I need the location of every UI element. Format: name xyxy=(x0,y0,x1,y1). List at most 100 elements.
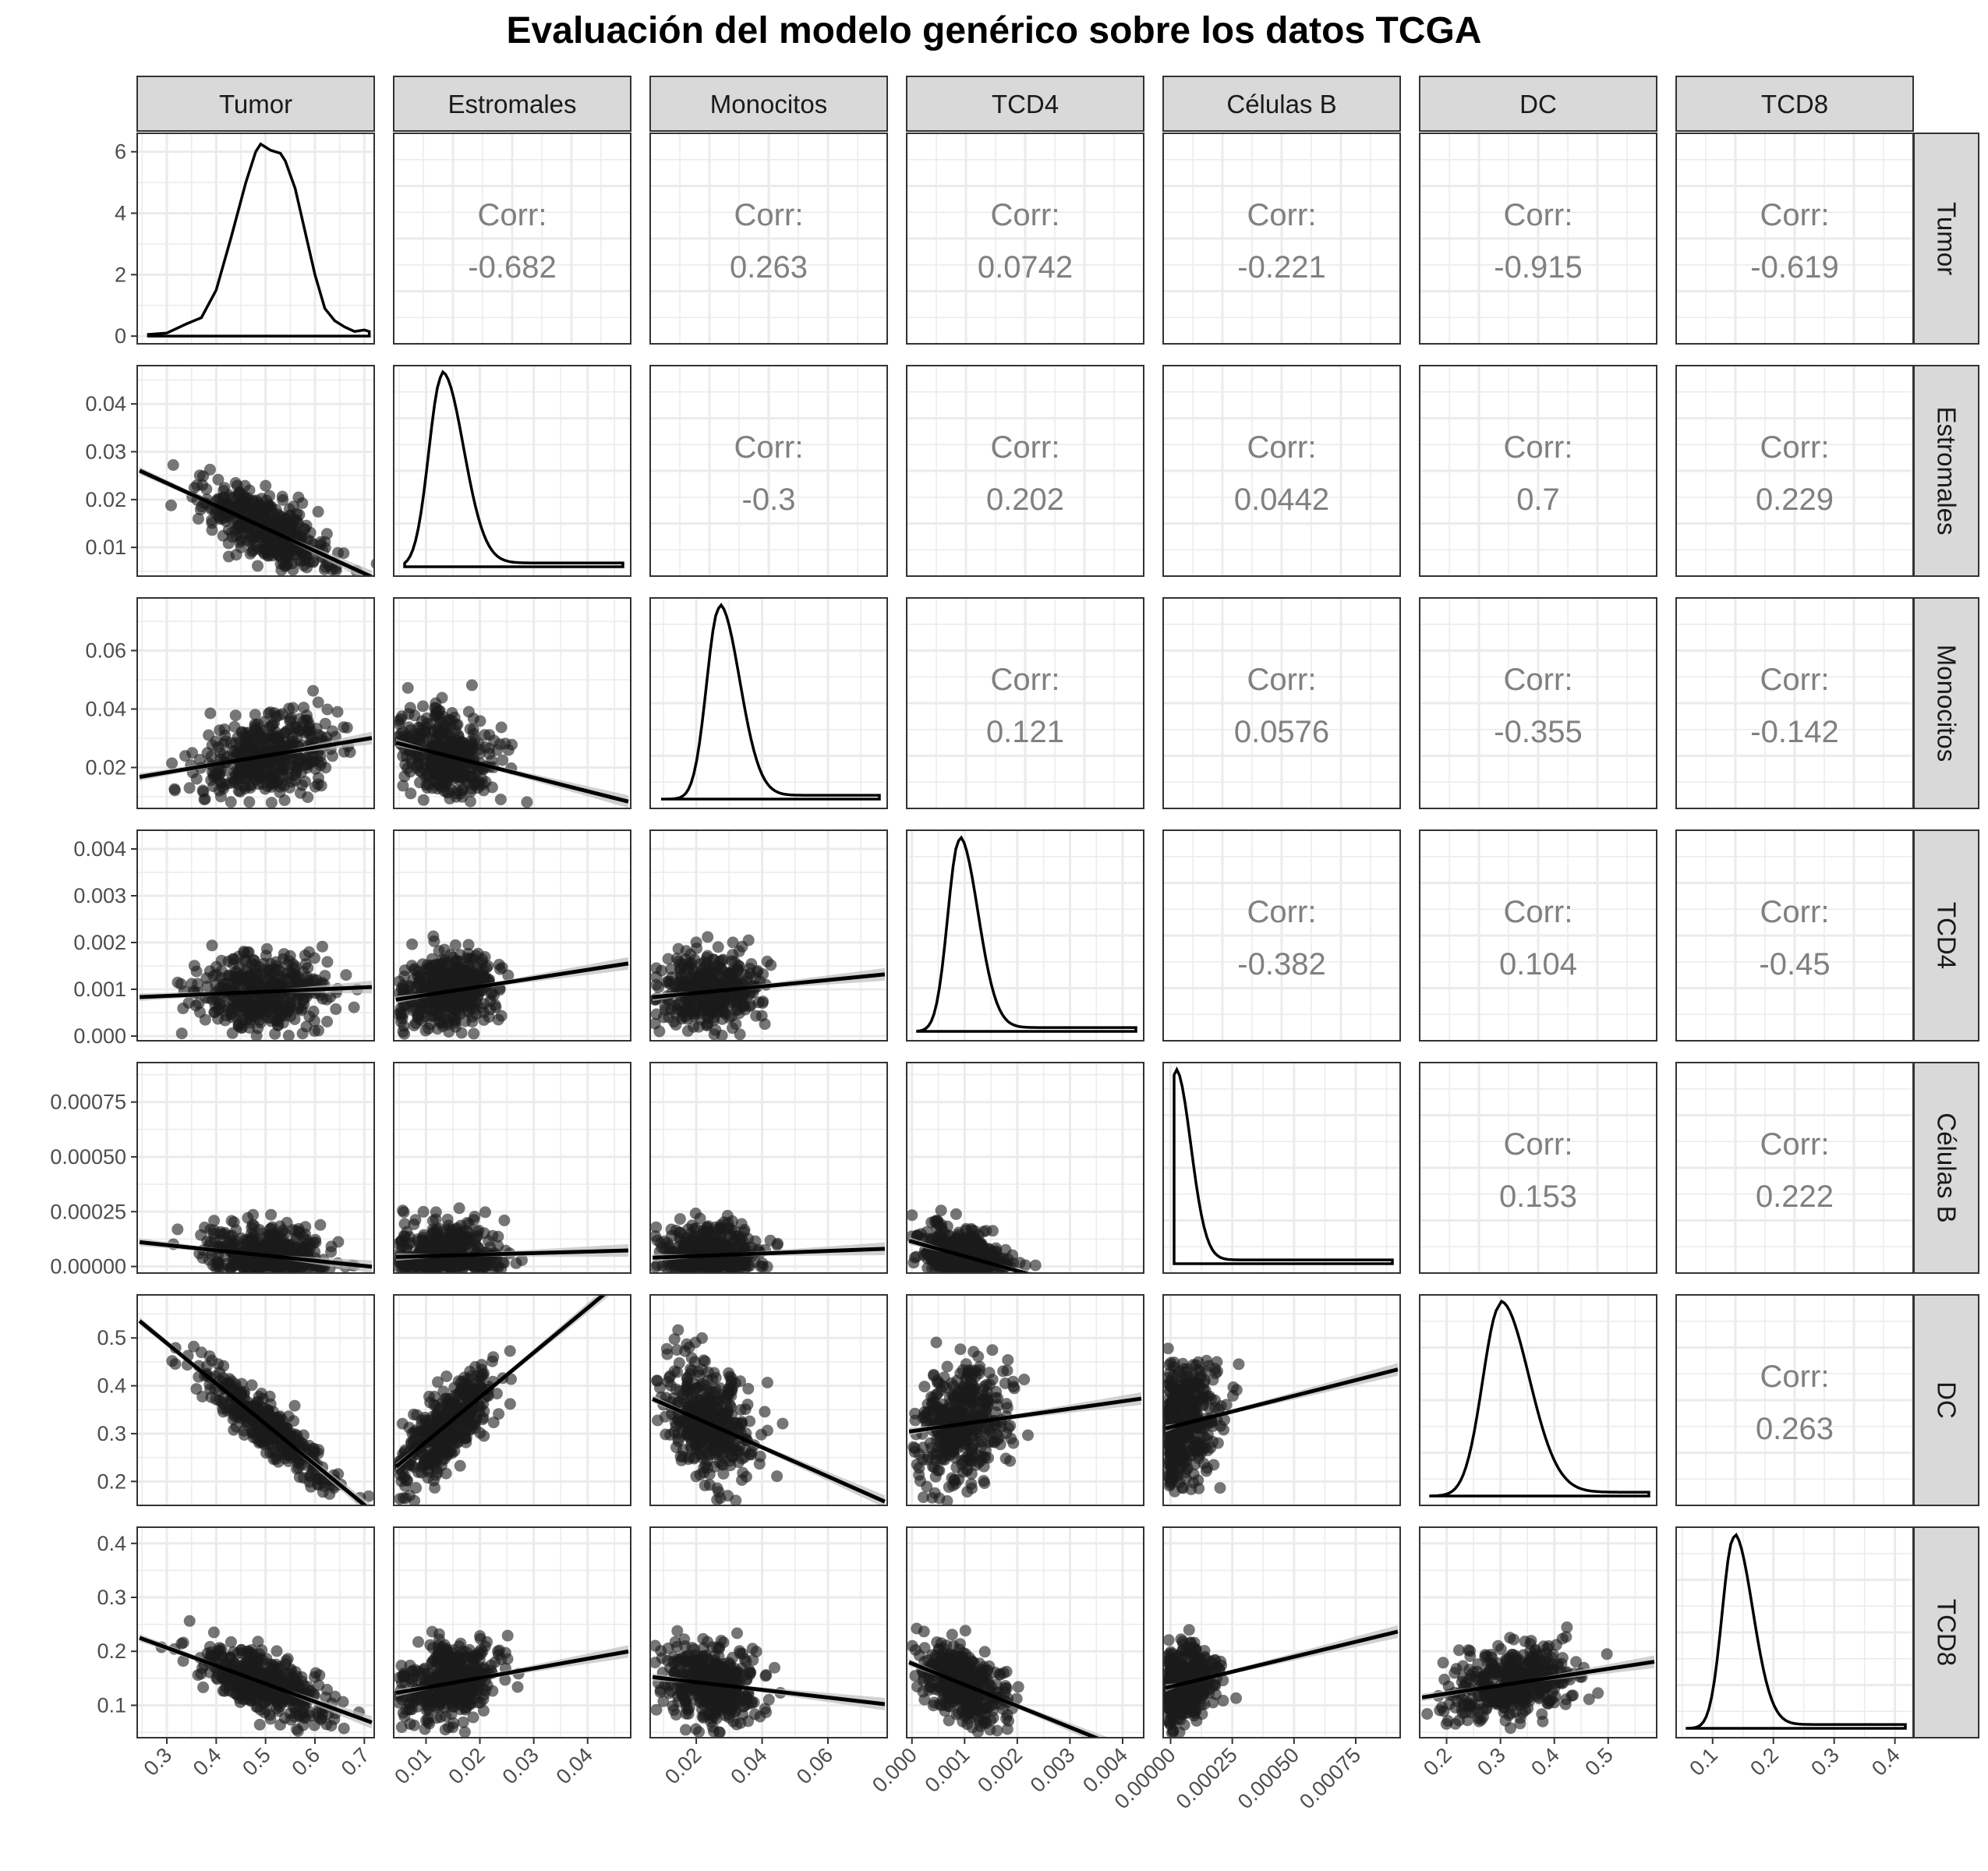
data-point xyxy=(253,976,264,989)
data-point xyxy=(285,1010,297,1022)
data-point xyxy=(417,732,430,744)
column-label: TCD4 xyxy=(992,90,1059,118)
data-point xyxy=(730,1018,742,1031)
data-point xyxy=(243,730,256,742)
data-point xyxy=(397,979,409,992)
data-point xyxy=(1019,1259,1031,1272)
panel-estromales-dc: Corr: 0.7 xyxy=(1419,365,1657,577)
data-point xyxy=(486,1229,499,1242)
data-point xyxy=(243,796,256,808)
data-point xyxy=(284,549,296,561)
data-point xyxy=(302,974,315,987)
data-point xyxy=(650,978,663,991)
data-point xyxy=(448,1013,461,1026)
density-curve xyxy=(916,835,1137,1033)
density-curve xyxy=(403,370,624,568)
data-point xyxy=(495,721,508,734)
regression-line xyxy=(139,736,373,780)
data-point xyxy=(651,1259,663,1272)
panel-border xyxy=(1419,829,1657,1042)
data-point xyxy=(740,969,752,981)
column-label: TCD8 xyxy=(1761,90,1828,118)
corr-value: -0.619 xyxy=(1750,250,1838,285)
corr-value: -0.3 xyxy=(742,483,796,517)
data-point xyxy=(482,960,494,972)
data-point xyxy=(653,1025,666,1038)
data-point xyxy=(214,1234,226,1247)
data-point xyxy=(434,1017,447,1028)
panel-grid xyxy=(1163,133,1400,344)
corr-value: 0.0742 xyxy=(978,250,1073,285)
data-point xyxy=(267,769,280,781)
data-point xyxy=(252,560,264,572)
column-strip-tcd8: TCD8 xyxy=(1675,76,1914,132)
data-point xyxy=(186,978,198,990)
panel-tcd4-celulas-b: Corr: -0.382 xyxy=(1162,829,1401,1042)
data-point xyxy=(188,960,200,972)
data-point xyxy=(201,1235,214,1247)
panel-border xyxy=(1675,829,1914,1042)
data-point xyxy=(432,1241,444,1254)
data-point xyxy=(684,1227,697,1240)
data-point xyxy=(300,1020,313,1033)
data-point xyxy=(281,558,293,571)
data-point xyxy=(266,1236,278,1249)
corr-label: Corr: xyxy=(734,198,804,232)
panel-celulas-b-estromales xyxy=(393,1062,631,1274)
panel-border xyxy=(136,133,375,345)
data-point xyxy=(314,1218,327,1231)
data-point xyxy=(320,528,333,540)
regression-line xyxy=(139,985,373,999)
data-point xyxy=(321,703,334,716)
data-point xyxy=(761,955,773,967)
data-point xyxy=(468,999,480,1012)
data-point xyxy=(193,469,206,482)
data-point xyxy=(194,1006,206,1018)
data-point xyxy=(307,556,320,568)
data-point xyxy=(423,1242,435,1254)
data-point xyxy=(212,1013,225,1025)
column-strip-tumor: Tumor xyxy=(136,76,375,132)
data-point xyxy=(296,497,309,509)
data-point xyxy=(232,1020,245,1032)
panel-grid xyxy=(650,133,887,344)
panel-estromales-tcd8: Corr: 0.229 xyxy=(1675,365,1914,577)
data-point xyxy=(712,941,724,953)
data-point xyxy=(439,774,451,787)
data-point xyxy=(321,1016,334,1027)
data-point xyxy=(193,997,205,1010)
data-point xyxy=(217,978,229,991)
data-point xyxy=(305,728,317,741)
data-point xyxy=(262,543,274,554)
data-point xyxy=(317,940,328,953)
column-label: Estromales xyxy=(447,90,576,118)
data-point xyxy=(751,966,763,978)
data-point xyxy=(276,490,288,503)
column-strip-monocitos: Monocitos xyxy=(649,76,888,132)
data-point xyxy=(417,794,430,806)
data-point xyxy=(183,782,196,794)
data-point xyxy=(453,1202,465,1215)
data-point xyxy=(397,750,409,762)
panel-border xyxy=(393,1062,631,1274)
panel-border xyxy=(393,597,631,809)
data-point xyxy=(258,725,271,737)
data-point xyxy=(348,1001,360,1013)
data-point xyxy=(733,945,745,957)
corr-label: Corr: xyxy=(1247,663,1317,697)
data-point xyxy=(764,1234,776,1247)
data-point xyxy=(420,982,433,995)
data-point xyxy=(417,700,429,713)
scatter-points xyxy=(139,684,373,808)
row-strip-celulas-b: Células B xyxy=(1913,1062,1979,1274)
panel-border xyxy=(1675,365,1914,577)
regression-line xyxy=(395,1248,629,1259)
data-point xyxy=(370,558,374,569)
data-point xyxy=(249,718,261,730)
data-point xyxy=(483,1011,495,1023)
panel-grid xyxy=(650,366,887,576)
data-point xyxy=(479,951,491,963)
data-point xyxy=(246,1218,259,1231)
data-point xyxy=(695,1007,707,1020)
panel-celulas-b-monocitos xyxy=(649,1062,888,1274)
